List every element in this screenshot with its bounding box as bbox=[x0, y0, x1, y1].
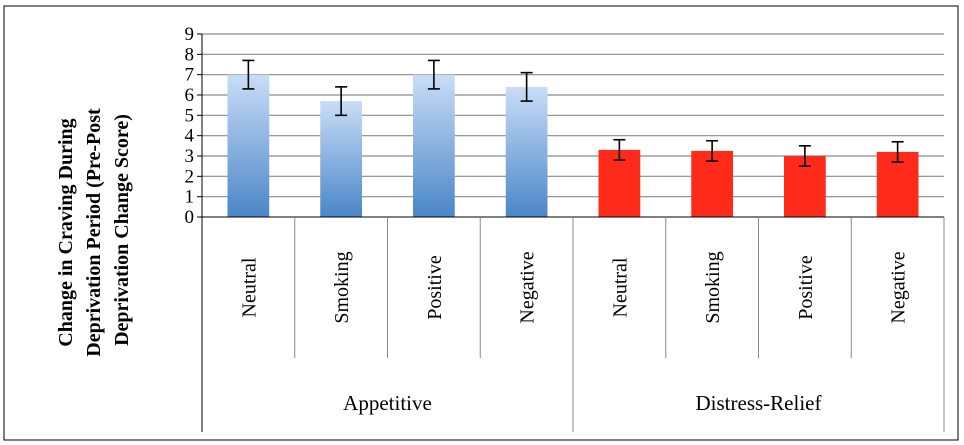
group-label-appetitive: Appetitive bbox=[343, 391, 432, 415]
y-axis-label-line-3: Deprivation Change Score) bbox=[111, 114, 133, 346]
y-axis-label: Change in Craving During Deprivation Per… bbox=[55, 103, 133, 356]
error-bars bbox=[242, 59, 904, 167]
y-tick-label: 8 bbox=[185, 44, 195, 65]
group-label-distress-relief: Distress-Relief bbox=[696, 391, 822, 415]
y-tick-label: 1 bbox=[185, 187, 195, 208]
category-labels: Neutral Smoking Positive Negative Neutral Smo… bbox=[238, 251, 909, 323]
bar-appetitive-neutral bbox=[227, 74, 270, 218]
category-label: Smoking bbox=[331, 251, 353, 323]
category-label: Positive bbox=[795, 255, 817, 320]
category-label: Positive bbox=[424, 255, 446, 320]
y-tick-label: 0 bbox=[185, 207, 195, 228]
y-tick-label: 2 bbox=[185, 166, 195, 187]
y-tick-label: 3 bbox=[185, 146, 195, 167]
gridlines bbox=[202, 33, 944, 198]
y-tick-label: 4 bbox=[185, 126, 195, 147]
category-label: Neutral bbox=[609, 257, 631, 317]
y-axis-label-line-1: Change in Craving During bbox=[55, 118, 77, 346]
bar-appetitive-smoking bbox=[320, 101, 362, 217]
bars bbox=[227, 74, 919, 218]
y-tick-label: 5 bbox=[185, 105, 195, 126]
bar-appetitive-negative bbox=[505, 86, 548, 217]
bar-distress-relief-neutral bbox=[598, 149, 641, 217]
y-tick-label: 6 bbox=[185, 85, 195, 106]
category-label: Negative bbox=[888, 251, 910, 323]
category-label: Smoking bbox=[702, 251, 724, 323]
chart-border bbox=[3, 5, 959, 441]
group-labels: Appetitive Distress-Relief bbox=[343, 391, 821, 415]
axes bbox=[201, 34, 945, 432]
bar-appetitive-positive bbox=[413, 74, 455, 218]
category-label: Negative bbox=[517, 251, 539, 323]
y-tick-label: 7 bbox=[185, 65, 195, 86]
y-tick-label: 9 bbox=[185, 24, 195, 45]
category-label: Neutral bbox=[238, 257, 260, 317]
bar-distress-relief-smoking bbox=[691, 150, 733, 217]
y-axis-label-line-2: Deprivation Period (Pre-Post bbox=[83, 108, 105, 357]
